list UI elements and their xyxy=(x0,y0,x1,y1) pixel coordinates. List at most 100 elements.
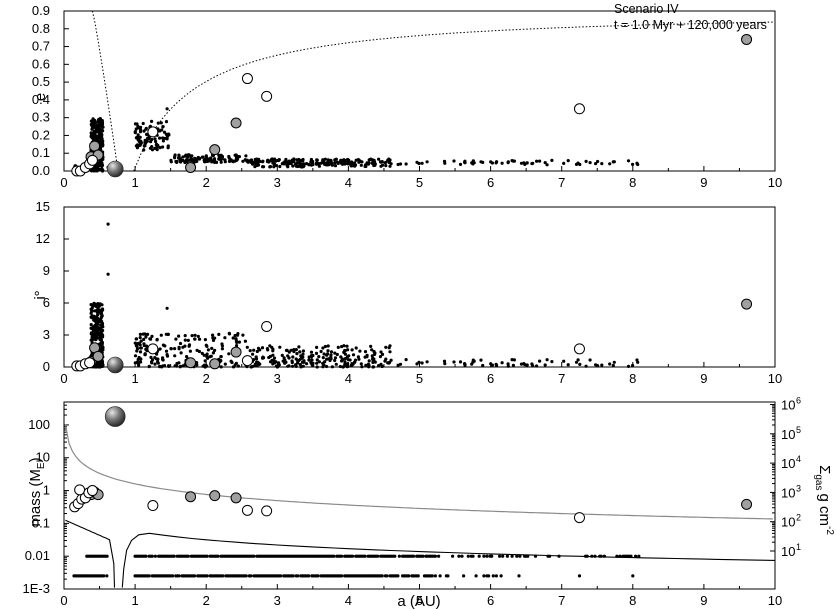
y-tick-label: 1E-3 xyxy=(23,581,50,596)
planetesimal-ecc-point xyxy=(458,162,463,166)
planetesimal-inc-point xyxy=(138,336,142,340)
planetesimal-inc-point xyxy=(317,355,321,359)
planetesimal-ecc-point xyxy=(227,156,231,160)
planetesimal-ecc-point xyxy=(250,161,255,165)
planetesimal-mass-point xyxy=(291,574,295,578)
planetesimal-inc-point xyxy=(611,363,615,368)
planetesimal-inc-point xyxy=(310,362,314,366)
planetesimal-inc-point xyxy=(142,337,146,341)
planetesimal-inc-point xyxy=(538,359,542,363)
planetesimal-inc-point xyxy=(96,313,100,317)
planetesimal-inc-point xyxy=(333,356,338,360)
planetesimal-inc-point xyxy=(330,365,334,369)
planetesimal-inc-point xyxy=(574,360,579,364)
planetesimal-ecc-point xyxy=(463,159,467,163)
x-tick-label: 5 xyxy=(416,593,423,608)
planetesimal-ecc-point xyxy=(302,164,306,168)
planetesimal-inc-point xyxy=(100,309,104,314)
planetesimal-inc-point xyxy=(258,348,262,352)
x-tick-label: 2 xyxy=(203,593,210,608)
planetesimal-ecc-point xyxy=(379,164,383,168)
planetesimal-inc-point xyxy=(301,355,305,359)
planetesimal-inc-point xyxy=(506,362,510,366)
planetesimal-inc-point xyxy=(383,359,387,363)
planetesimal-ecc-point xyxy=(299,165,303,169)
planetesimal-inc-point xyxy=(139,346,143,350)
planetesimal-mass-point xyxy=(602,554,607,558)
planetesimal-inc-point xyxy=(209,354,213,358)
planetesimal-inc-point xyxy=(290,359,294,363)
y-tick-label: 0.7 xyxy=(32,39,50,54)
planetesimal-inc-point xyxy=(142,342,146,346)
x-tick-label: 8 xyxy=(629,371,636,386)
planetesimal-inc-point xyxy=(396,363,400,367)
planetesimal-ecc-point xyxy=(174,159,178,164)
planetesimal-inc-point xyxy=(90,309,94,313)
planetesimal-inc-point xyxy=(204,343,208,347)
y-tick-label: 12 xyxy=(36,231,50,246)
planetesimal-inc-point xyxy=(213,348,217,352)
planetesimal-ecc-point xyxy=(333,164,338,168)
giant-planet-marker xyxy=(106,160,124,178)
planetesimal-mass-point xyxy=(307,574,311,578)
planetesimal-inc-point xyxy=(143,353,147,357)
planetesimal-inc-point xyxy=(351,353,356,357)
planetesimal-inc-point xyxy=(326,344,330,348)
y2-tick-label: 10 xyxy=(781,427,795,442)
planetesimal-inc-point xyxy=(147,365,151,369)
planetesimal-inc-point xyxy=(348,358,352,362)
planetesimal-ecc-point xyxy=(396,162,400,167)
planetesimal-mass-point xyxy=(637,554,641,558)
planetesimal-inc-point xyxy=(99,328,103,332)
embryo-open-marker xyxy=(86,485,98,497)
embryo-open-marker xyxy=(241,355,253,367)
planetesimal-mass-point xyxy=(105,574,109,578)
x-tick-label: 6 xyxy=(487,175,494,190)
embryo-open-marker xyxy=(147,500,159,512)
planetesimal-inc-point xyxy=(346,362,350,366)
embryo-gray-marker xyxy=(185,357,197,369)
planetesimal-ecc-point xyxy=(145,132,149,136)
giant-planet-marker xyxy=(104,406,126,427)
planetesimal-inc-point xyxy=(315,365,319,369)
planetesimal-mass-point xyxy=(533,554,538,558)
planetesimal-ecc-point xyxy=(415,160,419,164)
planetesimal-inc-point xyxy=(137,361,141,365)
planetesimal-mass-point xyxy=(192,574,197,578)
planetesimal-ecc-point xyxy=(220,157,224,161)
planetesimal-inc-point xyxy=(106,272,110,276)
planetesimal-mass-point xyxy=(385,574,389,578)
planetesimal-inc-point xyxy=(243,339,247,343)
planetesimal-mass-point xyxy=(494,574,498,578)
planetesimal-ecc-point xyxy=(363,164,367,168)
planetesimal-inc-point xyxy=(241,333,245,337)
giant-planet-marker xyxy=(106,356,124,374)
planetesimal-inc-point xyxy=(181,345,185,349)
planetesimal-ecc-point xyxy=(550,158,554,162)
planetesimal-mass-point xyxy=(380,574,384,578)
planetesimal-inc-point xyxy=(301,349,305,353)
planetesimal-inc-point xyxy=(230,360,234,365)
planetesimal-ecc-point xyxy=(600,162,604,166)
planetesimal-inc-point xyxy=(96,332,101,337)
planetesimal-ecc-point xyxy=(635,161,639,165)
planetesimal-inc-point xyxy=(134,337,138,341)
planetesimal-inc-point xyxy=(314,351,319,355)
planetesimal-inc-point xyxy=(278,345,282,349)
planetesimal-inc-point xyxy=(178,365,182,369)
inner-boundary-curve xyxy=(91,10,119,172)
planetesimal-ecc-point xyxy=(268,159,273,163)
planetesimal-inc-point xyxy=(294,348,298,352)
ecc-axis-title: e xyxy=(32,93,49,101)
planetesimal-inc-point xyxy=(307,355,311,359)
planetesimal-inc-point xyxy=(289,348,293,352)
planetesimal-inc-point xyxy=(205,352,209,356)
planetesimal-inc-point xyxy=(298,350,302,354)
planetesimal-inc-point xyxy=(334,362,338,366)
planetesimal-ecc-point xyxy=(142,129,146,133)
planetesimal-ecc-point xyxy=(506,160,510,164)
planetesimal-inc-point xyxy=(211,333,215,337)
y-tick-label: 0.2 xyxy=(32,127,50,142)
planetesimal-inc-point xyxy=(220,344,224,348)
planetesimal-inc-point xyxy=(608,362,612,366)
